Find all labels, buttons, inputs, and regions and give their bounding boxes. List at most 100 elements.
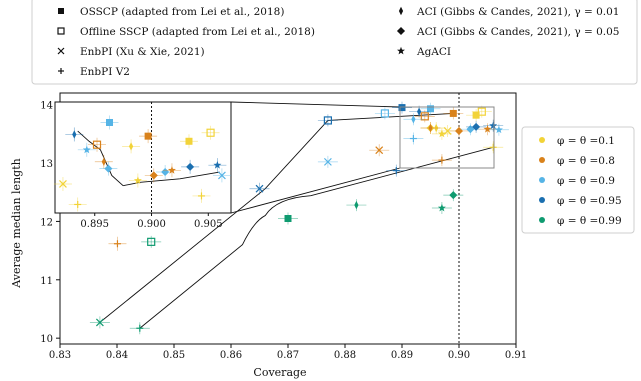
inset-data-point [149, 171, 158, 180]
legend-marker-square-open [57, 27, 65, 35]
zoom-connector [230, 167, 401, 214]
data-point [95, 318, 104, 327]
legend-marker-thin-diamond [398, 6, 404, 16]
inset-data-point [101, 157, 106, 166]
data-point [398, 104, 406, 112]
data-point [136, 324, 144, 332]
y-tick-label: 12 [40, 217, 53, 228]
data-point [417, 107, 422, 116]
phi-legend-label: φ = θ =0.95 [557, 195, 622, 207]
inset-data-point [213, 160, 222, 169]
data-point [420, 112, 429, 121]
data-point [437, 129, 446, 138]
x-tick-label: 0.91 [505, 350, 527, 361]
zoom-connector [230, 101, 401, 108]
inset-data-point [167, 166, 176, 174]
data-point [428, 123, 433, 133]
data-point [472, 122, 481, 131]
data-point [449, 191, 458, 200]
legend-label: EnbPI V2 [80, 66, 130, 78]
legend-marker-square [58, 8, 64, 14]
x-tick-label: 0.90 [448, 350, 470, 361]
data-point [454, 126, 464, 135]
data-point [392, 167, 400, 175]
data-point [437, 203, 446, 212]
inset-data-point [128, 142, 134, 151]
inset-x-tick-label: 0.905 [194, 219, 223, 230]
data-point [323, 157, 332, 166]
inset-data-point [113, 240, 121, 248]
data-point [477, 107, 486, 116]
data-point [494, 125, 503, 134]
data-point [409, 135, 417, 143]
inset-axes: 0.895 0.900 0.905 [53, 101, 232, 251]
phi-legend-swatch [539, 217, 545, 223]
x-tick-label: 0.84 [106, 350, 128, 361]
inset-connector [77, 130, 124, 187]
legend-label: EnbPI (Xu & Xie, 2021) [80, 46, 205, 58]
phi-legend: φ = θ =0.1 φ = θ =0.8 φ = θ =0.9 φ = θ =0.9… [539, 135, 622, 227]
connector-lines [99, 101, 494, 329]
x-tick-label: 0.83 [49, 350, 71, 361]
x-tick-label: 0.89 [391, 350, 413, 361]
phi-legend-label: φ = θ =0.99 [557, 215, 622, 227]
inset-data-point [186, 162, 195, 171]
main-axes: 0.83 0.84 0.85 0.86 0.87 0.88 0.89 0.90 0.91 10 11… [40, 92, 527, 361]
data-point [354, 200, 359, 210]
x-tick-label: 0.87 [277, 350, 299, 361]
data-point [255, 184, 264, 193]
inset-data-point [92, 140, 102, 149]
inset-data-point [206, 128, 215, 137]
data-point [427, 105, 434, 113]
phi-legend-swatch [539, 137, 545, 143]
legend-marker-plus [58, 68, 64, 74]
phi-legend-box [521, 126, 635, 234]
x-tick-label: 0.86 [220, 350, 242, 361]
legend-label: OSSCP (adapted from Lei et al., 2018) [80, 6, 284, 18]
legend-label: Offline SSCP (adapted from Lei et al., 2… [80, 26, 315, 38]
method-legend-box [31, 0, 638, 85]
data-point [489, 143, 497, 151]
enbpi-v2-connector [139, 146, 494, 329]
inset-data-point [185, 137, 193, 145]
y-tick-label: 11 [40, 276, 53, 287]
legend-marker-diamond [396, 26, 406, 36]
inset-x-tick-label: 0.900 [137, 219, 166, 230]
inset-data-point [197, 192, 205, 200]
y-tick-label: 13 [40, 159, 53, 170]
y-tick-label: 10 [40, 334, 53, 345]
phi-legend-swatch [539, 157, 545, 163]
data-point [438, 156, 446, 164]
phi-legend-swatch [539, 177, 545, 183]
inset-data-point [82, 145, 91, 154]
phi-legend-label: φ = θ =0.9 [557, 175, 615, 187]
data-point [147, 237, 156, 246]
inset-data-point [106, 118, 114, 126]
enbpi-connector [99, 112, 454, 323]
phi-legend-label: φ = θ =0.8 [557, 155, 615, 167]
inset-data-point [144, 132, 152, 140]
y-tick-label: 14 [40, 101, 53, 112]
inset-data-point [74, 200, 82, 208]
data-point [489, 121, 498, 130]
inset-data-point [104, 164, 113, 173]
legend-label: ACI (Gibbs & Candes, 2021), γ = 0.01 [416, 6, 619, 18]
phi-legend-swatch [539, 197, 545, 203]
x-tick-label: 0.88 [334, 350, 356, 361]
data-point [323, 116, 332, 125]
data-point [284, 215, 292, 222]
phi-legend-label: φ = θ =0.1 [557, 135, 615, 147]
x-tick-label: 0.85 [163, 350, 185, 361]
legend-label: AgACI [416, 46, 451, 58]
main-points [89, 101, 509, 335]
legend-marker-x [57, 47, 65, 55]
legend-marker-star [397, 46, 405, 55]
inset-connector [123, 171, 220, 187]
method-legend: OSSCP (adapted from Lei et al., 2018) Off… [57, 6, 619, 78]
inset-data-point [72, 130, 77, 139]
data-point [443, 127, 452, 135]
y-axis-label: Average median length [10, 158, 23, 288]
data-point [411, 115, 416, 124]
x-axis-label: Coverage [253, 366, 306, 379]
